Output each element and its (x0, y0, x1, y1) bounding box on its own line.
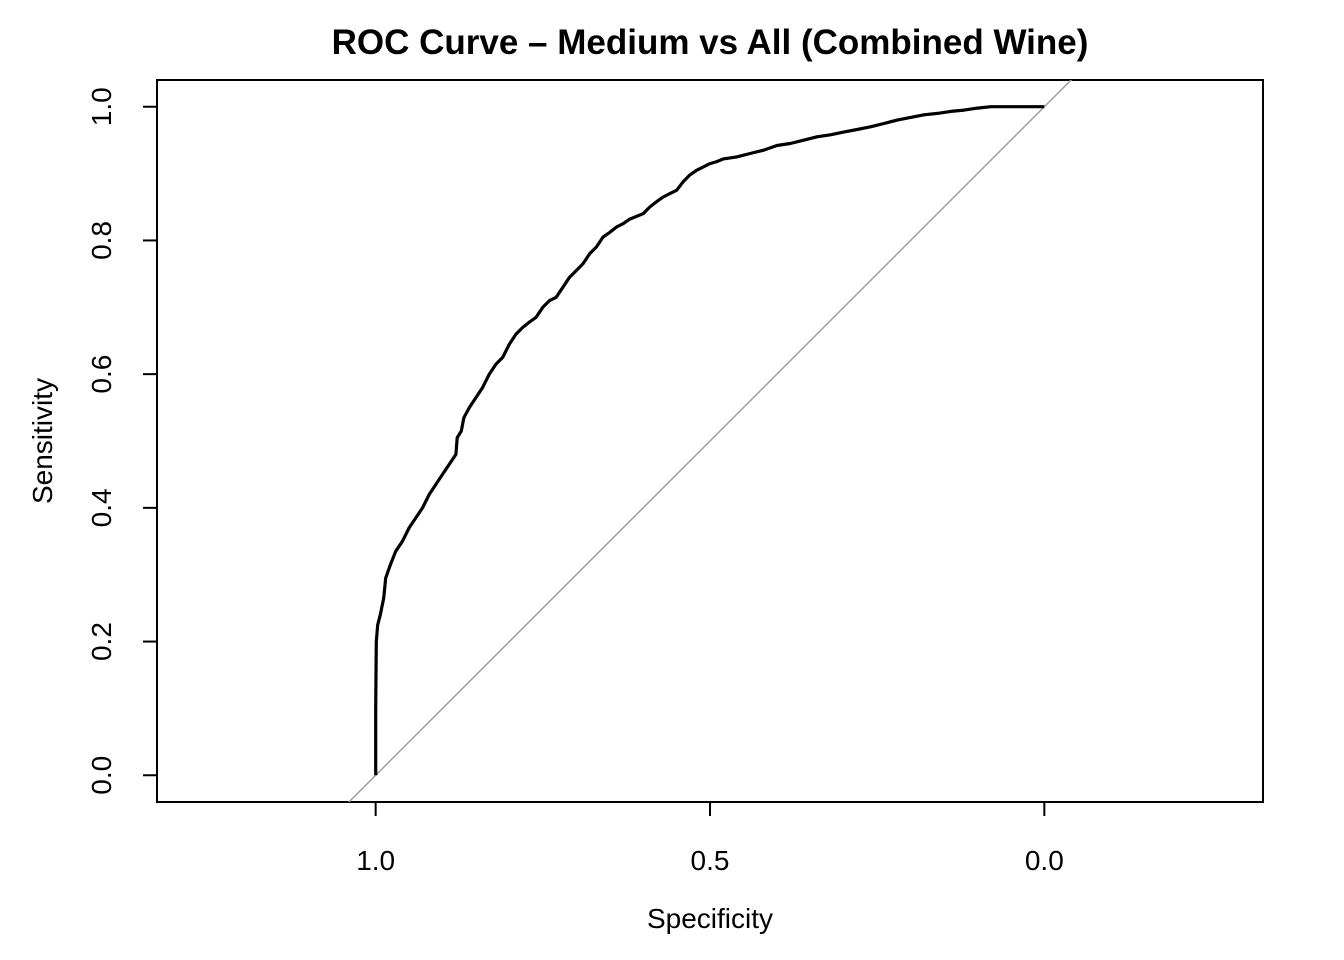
roc-curve-line (374, 105, 1045, 776)
reference-diagonal-line (347, 80, 1073, 802)
y-tick-label: 0.2 (86, 622, 117, 661)
x-tick-label: 0.0 (1025, 845, 1064, 876)
y-axis: 0.0 0.2 0.4 0.6 0.8 1.0 (86, 87, 157, 795)
y-tick-label: 0.4 (86, 488, 117, 527)
y-tick-label: 0.0 (86, 756, 117, 795)
y-tick-label: 0.6 (86, 355, 117, 394)
x-axis-label: Specificity (647, 903, 773, 934)
y-axis-label: Sensitivity (27, 378, 58, 504)
y-tick-label: 0.8 (86, 221, 117, 260)
chart-title: ROC Curve – Medium vs All (Combined Wine… (332, 23, 1089, 62)
x-tick-label: 1.0 (356, 845, 395, 876)
x-tick-label: 0.5 (691, 845, 730, 876)
x-axis: 1.0 0.5 0.0 (356, 801, 1064, 876)
y-tick-label: 1.0 (86, 87, 117, 126)
